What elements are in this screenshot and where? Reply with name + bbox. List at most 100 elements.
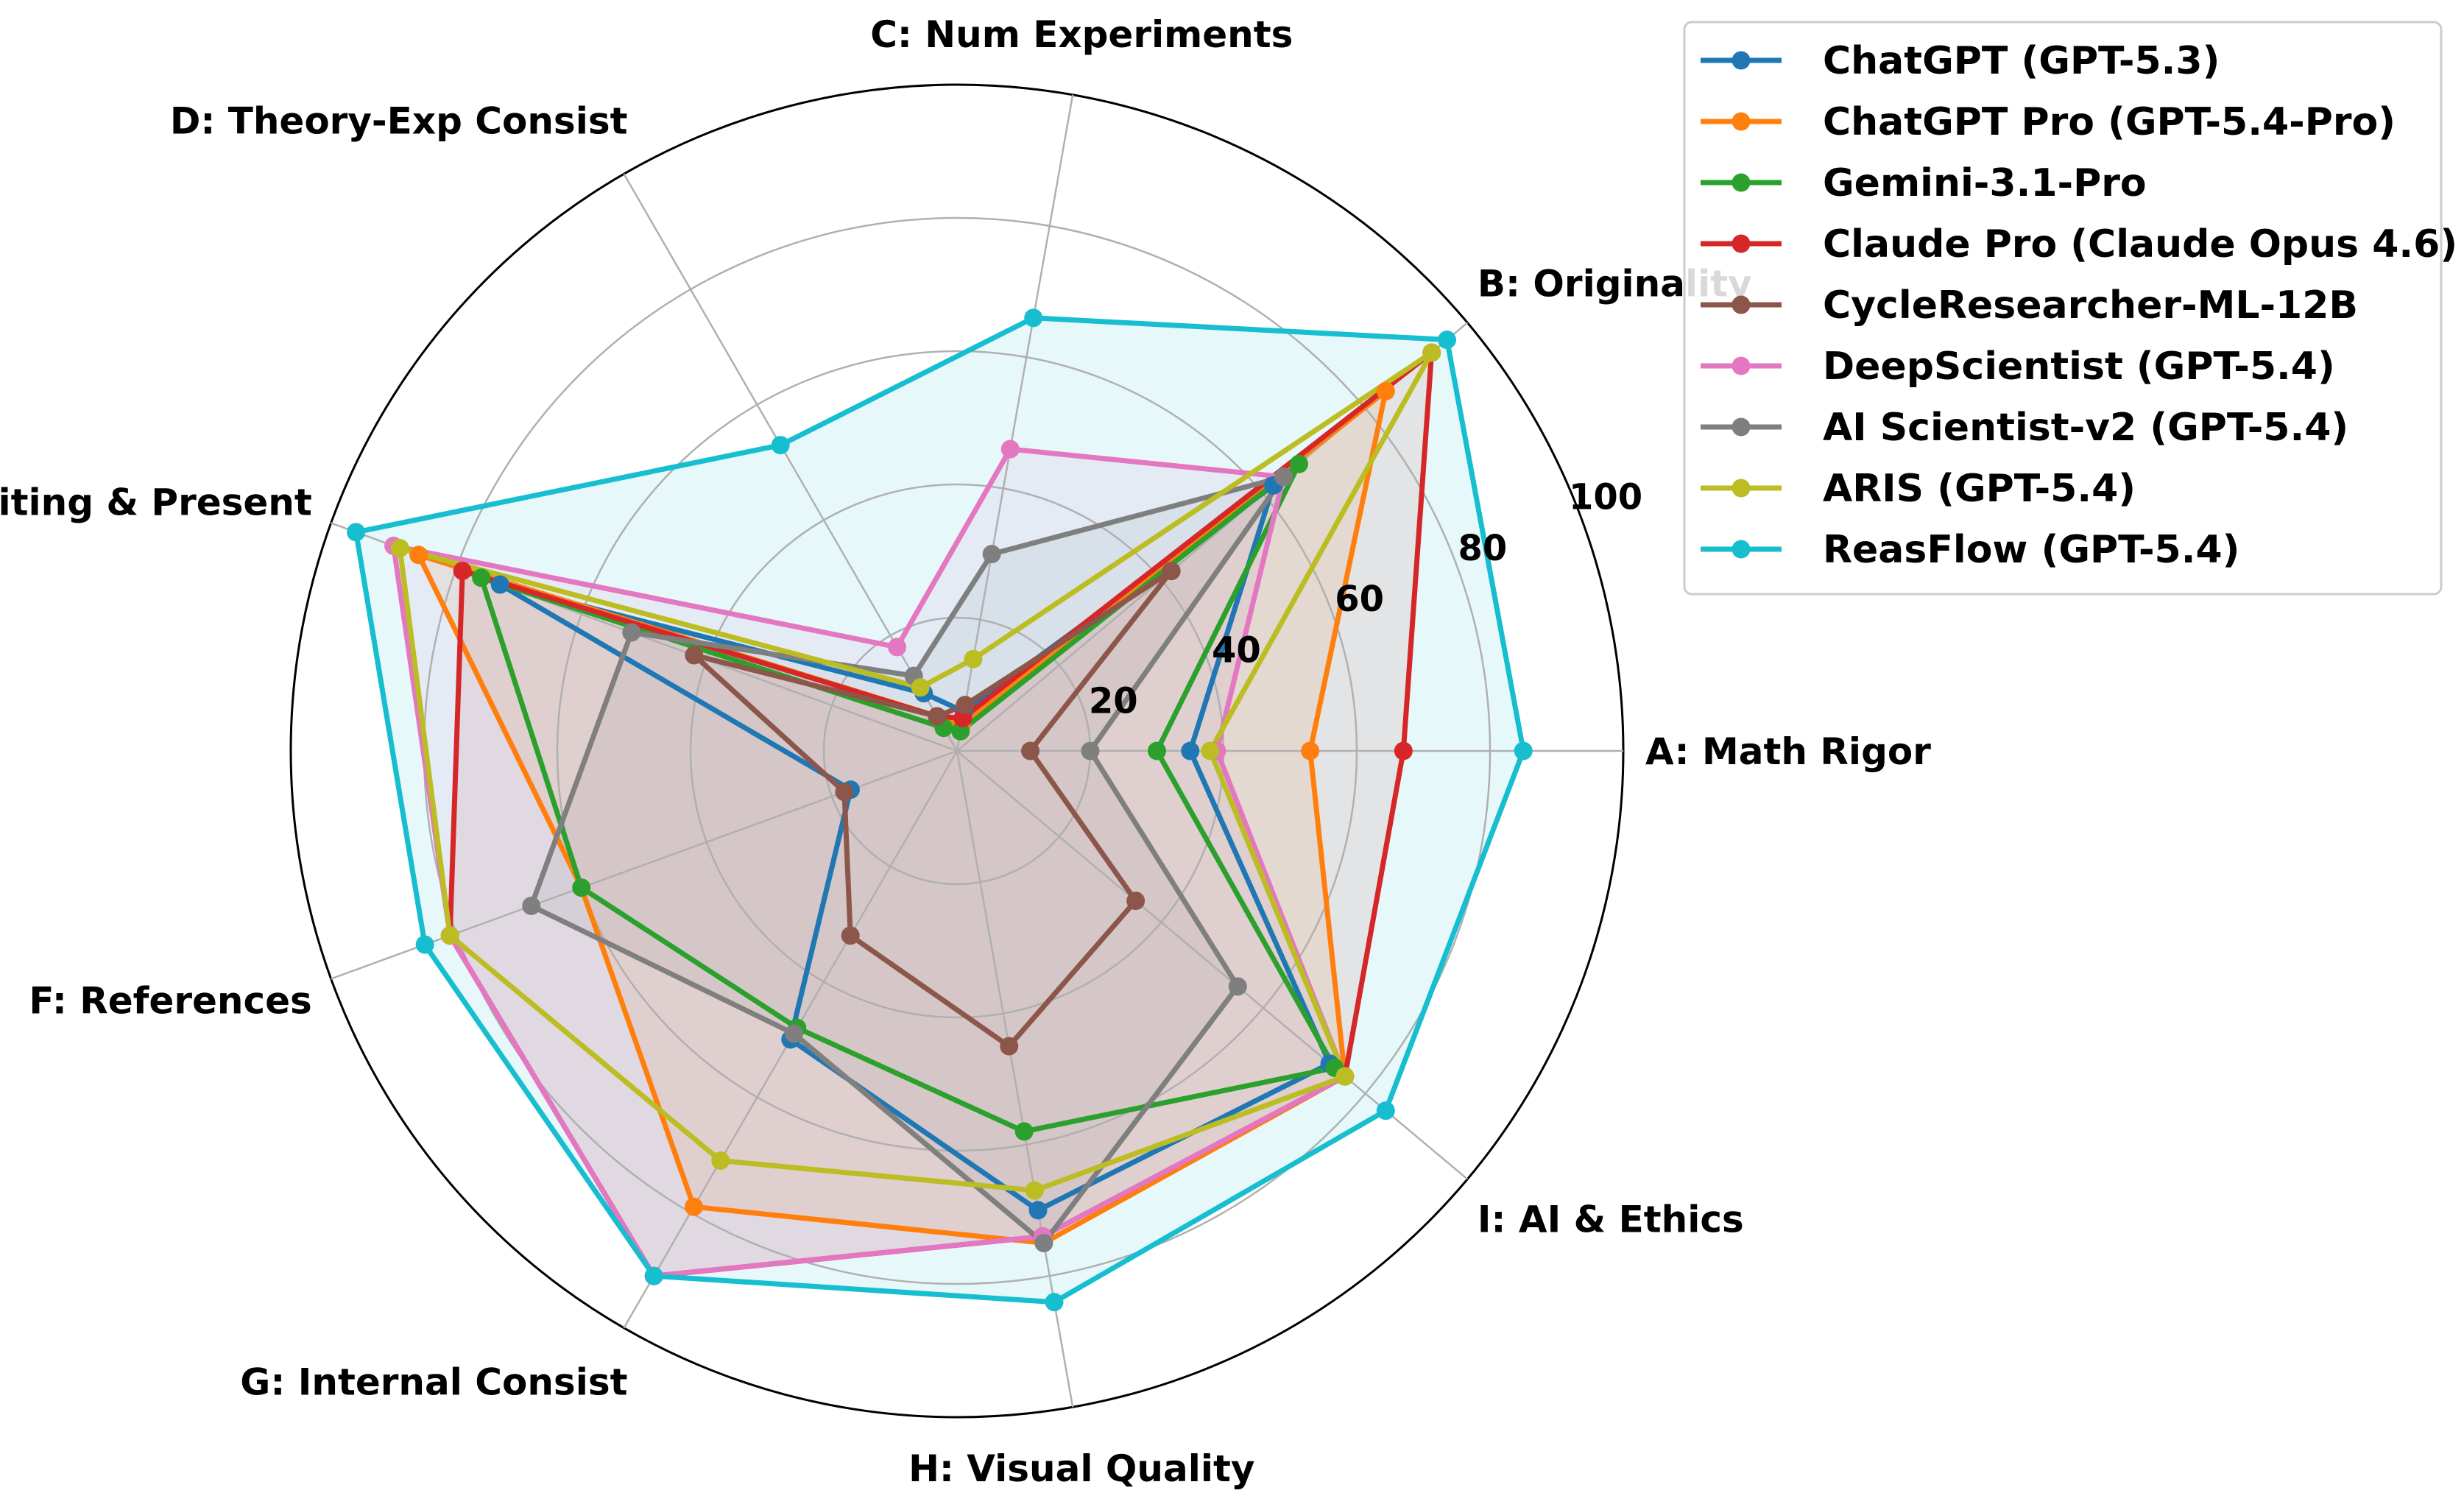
- legend-item-cycleresearcher-ml-12b: CycleResearcher-ML-12B: [1701, 283, 2358, 328]
- legend-item-chatgpt-gpt-5-3: ChatGPT (GPT-5.3): [1701, 39, 2220, 83]
- legend-swatch-marker: [1731, 356, 1751, 375]
- data-point-claude-pro-claude-opus-4-6-a: [1394, 741, 1413, 760]
- data-point-chatgpt-pro-gpt-5-4-pro-b: [1376, 381, 1395, 400]
- data-point-ai-scientist-v2-gpt-5-4-f: [522, 896, 541, 915]
- series-line-cycleresearcher-ml-12b: [691, 568, 1174, 1049]
- data-point-ai-scientist-v2-gpt-5-4-h: [1034, 1233, 1053, 1252]
- legend-item-claude-pro-claude-opus-4-6: Claude Pro (Claude Opus 4.6): [1701, 222, 2457, 267]
- data-point-reasflow-gpt-5-4-b: [1438, 331, 1457, 350]
- data-point-ai-scientist-v2-gpt-5-4-c: [982, 545, 1001, 564]
- data-point-gemini-3-1-pro-e: [472, 568, 491, 587]
- axis-label-c-num-experiments: C: Num Experiments: [870, 13, 1293, 56]
- legend-swatch-marker: [1731, 295, 1751, 314]
- data-point-cycleresearcher-ml-12b-a: [1021, 741, 1040, 760]
- data-point-aris-gpt-5-4-h: [1025, 1181, 1044, 1200]
- series-lines: [353, 315, 1526, 1305]
- legend-swatch-marker: [1731, 51, 1751, 70]
- legend-item-reasflow-gpt-5-4: ReasFlow (GPT-5.4): [1701, 528, 2239, 572]
- legend-label: AI Scientist-v2 (GPT-5.4): [1823, 406, 2348, 450]
- data-point-aris-gpt-5-4-i: [1335, 1067, 1355, 1086]
- data-point-reasflow-gpt-5-4-g: [644, 1266, 663, 1285]
- data-point-cycleresearcher-ml-12b-f: [835, 783, 854, 802]
- axis-label-i-ai-ethics: I: AI & Ethics: [1478, 1199, 1744, 1241]
- legend-swatch-marker: [1731, 173, 1751, 192]
- tick-label-40: 40: [1212, 629, 1261, 671]
- series-line-aris-gpt-5-4: [397, 350, 1435, 1193]
- legend-item-gemini-3-1-pro: Gemini-3.1-Pro: [1701, 161, 2147, 205]
- data-point-cycleresearcher-ml-12b-d: [928, 707, 947, 726]
- legend-item-aris-gpt-5-4: ARIS (GPT-5.4): [1701, 467, 2136, 511]
- spoke-c-num-experiments: [956, 94, 1074, 752]
- legend-label: ARIS (GPT-5.4): [1823, 467, 2136, 511]
- legend-item-deepscientist-gpt-5-4: DeepScientist (GPT-5.4): [1701, 345, 2335, 389]
- data-point-reasflow-gpt-5-4-i: [1376, 1101, 1395, 1120]
- tick-label-100: 100: [1569, 477, 1642, 518]
- data-point-aris-gpt-5-4-g: [711, 1151, 730, 1170]
- axis-label-g-internal-consist: G: Internal Consist: [240, 1360, 627, 1403]
- legend: ChatGPT (GPT-5.3) ChatGPT Pro (GPT-5.4-Pr…: [1683, 21, 2457, 596]
- data-point-reasflow-gpt-5-4-d: [771, 436, 790, 455]
- data-point-aris-gpt-5-4-d: [911, 678, 930, 697]
- data-point-ai-scientist-v2-gpt-5-4-b: [1274, 467, 1293, 487]
- data-point-chatgpt-pro-gpt-5-4-pro-a: [1301, 741, 1320, 760]
- axis-label-h-visual-quality: H: Visual Quality: [908, 1447, 1254, 1490]
- data-point-ai-scientist-v2-gpt-5-4-i: [1228, 977, 1247, 996]
- data-point-aris-gpt-5-4-c: [964, 649, 983, 668]
- legend-swatch-marker: [1731, 479, 1751, 498]
- legend-item-ai-scientist-v2-gpt-5-4: AI Scientist-v2 (GPT-5.4): [1701, 406, 2348, 450]
- series-fill-reasflow-gpt-5-4: [356, 317, 1524, 1302]
- series-line-ai-scientist-v2-gpt-5-4: [529, 474, 1287, 1246]
- data-point-cycleresearcher-ml-12b-b: [1162, 562, 1181, 581]
- legend-label: ChatGPT Pro (GPT-5.4-Pro): [1823, 100, 2396, 144]
- data-point-reasflow-gpt-5-4-f: [415, 935, 434, 954]
- data-point-gemini-3-1-pro-f: [572, 878, 591, 897]
- data-point-chatgpt-gpt-5-3-h: [1028, 1201, 1048, 1220]
- series-line-reasflow-gpt-5-4: [353, 315, 1526, 1305]
- series-line-deepscientist-gpt-5-4: [391, 446, 1348, 1279]
- data-point-cycleresearcher-ml-12b-h: [1000, 1037, 1019, 1056]
- data-point-chatgpt-pro-gpt-5-4-pro-e: [409, 546, 428, 565]
- series-fill-claude-pro-claude-opus-4-6: [450, 353, 1432, 1277]
- data-point-ai-scientist-v2-gpt-5-4-e: [622, 623, 641, 642]
- axis-label-a-math-rigor: A: Math Rigor: [1645, 730, 1931, 773]
- data-point-aris-gpt-5-4-f: [440, 926, 459, 945]
- data-point-chatgpt-pro-gpt-5-4-pro-g: [685, 1197, 704, 1216]
- axis-label-d-theory-exp-consist: D: Theory-Exp Consist: [170, 100, 628, 143]
- data-point-ai-scientist-v2-gpt-5-4-g: [784, 1024, 803, 1043]
- legend-label: Claude Pro (Claude Opus 4.6): [1823, 222, 2457, 267]
- legend-swatch-marker: [1731, 112, 1751, 131]
- data-point-aris-gpt-5-4-b: [1422, 343, 1441, 362]
- tick-label-60: 60: [1335, 579, 1384, 620]
- data-point-gemini-3-1-pro-h: [1014, 1122, 1034, 1141]
- series-points: [347, 308, 1533, 1312]
- axis-label-e-writing-present: E: Writing & Present: [0, 481, 312, 524]
- data-point-gemini-3-1-pro-b: [1289, 454, 1308, 473]
- data-point-cycleresearcher-ml-12b-e: [685, 646, 704, 665]
- data-point-reasflow-gpt-5-4-e: [347, 523, 366, 542]
- legend-swatch-marker: [1731, 417, 1751, 437]
- data-point-reasflow-gpt-5-4-c: [1024, 308, 1043, 328]
- data-point-deepscientist-gpt-5-4-d: [888, 638, 907, 657]
- legend-swatch-marker: [1731, 540, 1751, 559]
- data-point-chatgpt-gpt-5-3-a: [1181, 741, 1200, 760]
- data-point-gemini-3-1-pro-a: [1148, 741, 1166, 760]
- data-point-reasflow-gpt-5-4-h: [1045, 1293, 1064, 1312]
- data-point-cycleresearcher-ml-12b-c: [956, 696, 975, 715]
- data-point-ai-scientist-v2-gpt-5-4-a: [1081, 741, 1100, 760]
- legend-box: [1683, 21, 2443, 596]
- radial-tick-labels: 20 40 60 80 100: [1089, 477, 1642, 722]
- data-point-aris-gpt-5-4-e: [390, 539, 409, 558]
- legend-label: ChatGPT (GPT-5.3): [1823, 39, 2220, 83]
- data-point-cycleresearcher-ml-12b-i: [1126, 892, 1145, 911]
- axis-label-f-references: F: References: [29, 979, 311, 1022]
- legend-label: DeepScientist (GPT-5.4): [1823, 345, 2335, 389]
- data-point-reasflow-gpt-5-4-a: [1514, 741, 1533, 760]
- legend-label: CycleResearcher-ML-12B: [1823, 283, 2358, 328]
- data-point-chatgpt-gpt-5-3-e: [490, 575, 509, 594]
- tick-label-80: 80: [1458, 528, 1507, 569]
- legend-label: Gemini-3.1-Pro: [1823, 161, 2147, 205]
- data-point-aris-gpt-5-4-a: [1201, 741, 1220, 760]
- data-point-cycleresearcher-ml-12b-g: [841, 926, 860, 945]
